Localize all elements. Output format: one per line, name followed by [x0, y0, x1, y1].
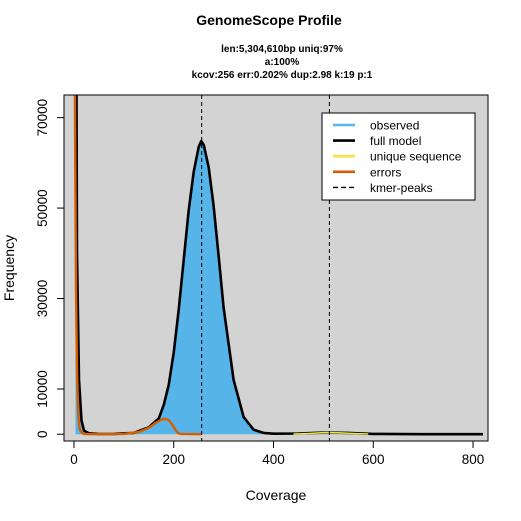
legend-label-errors: errors	[370, 165, 401, 179]
series-observed-area	[75, 95, 483, 435]
x-tick-label-400: 400	[262, 452, 285, 467]
y-axis-label: Frequency	[1, 235, 17, 301]
x-tick-label-800: 800	[462, 452, 485, 467]
y-tick-label-0: 0	[35, 430, 50, 438]
legend-label-full-model: full model	[370, 134, 421, 148]
subtitle-line-3: kcov:256 err:0.202% dup:2.98 k:19 p:1	[192, 70, 373, 81]
legend-label-unique-sequence: unique sequence	[370, 150, 462, 164]
y-tick-label-50000: 50000	[35, 189, 50, 227]
series-errors-line	[73, 95, 202, 436]
y-tick-label-10000: 10000	[35, 370, 50, 408]
y-tick-label-30000: 30000	[35, 280, 50, 318]
x-axis-label: Coverage	[246, 487, 307, 503]
y-tick-label-70000: 70000	[35, 99, 50, 137]
x-tick-label-600: 600	[362, 452, 385, 467]
axis-layer: 0 200 400 600 800 0 10000 30000 50000 70000	[35, 99, 484, 467]
chart-title: GenomeScope Profile	[196, 12, 342, 28]
x-tick-label-0: 0	[70, 452, 78, 467]
legend-label-kmer-peaks: kmer-peaks	[370, 181, 433, 195]
subtitle-line-1: len:5,304,610bp uniq:97%	[221, 44, 343, 55]
subtitle-line-2: a:100%	[265, 57, 300, 68]
legend-label-observed: observed	[370, 119, 419, 133]
x-tick-label-200: 200	[162, 452, 185, 467]
